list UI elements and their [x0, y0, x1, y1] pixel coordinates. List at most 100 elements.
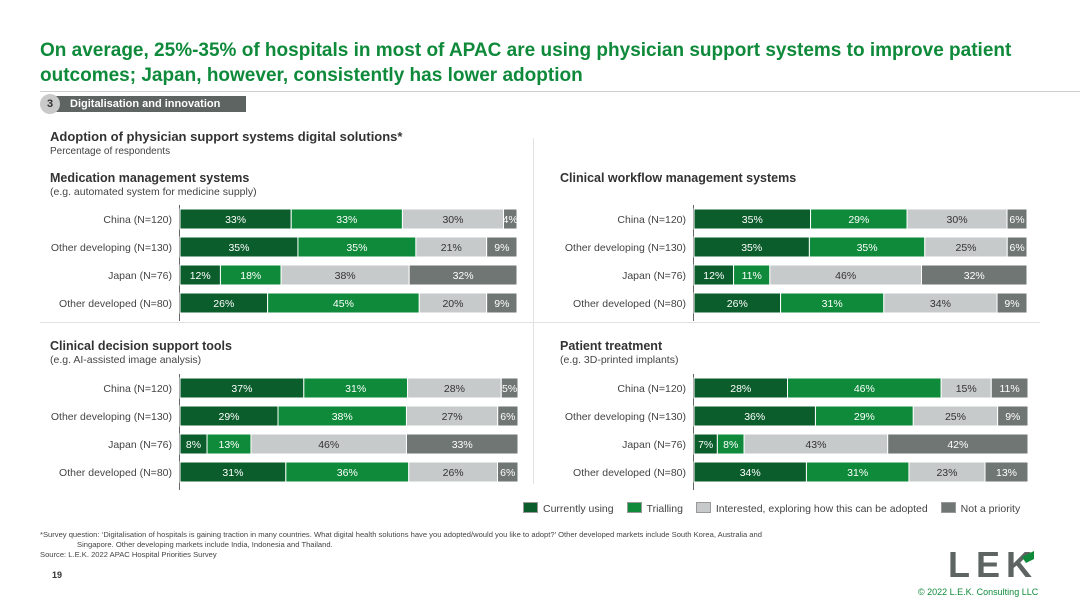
- legend-item-not-priority: Not a priority: [940, 502, 1021, 515]
- source-note: Source: L.E.K. 2022 APAC Hospital Priori…: [40, 550, 217, 559]
- data-label: 13%: [996, 467, 1017, 479]
- data-label: 38%: [332, 411, 353, 423]
- data-label: 9%: [1004, 298, 1019, 310]
- bar-segment: [990, 377, 1029, 399]
- data-label: 33%: [225, 214, 246, 226]
- data-label: 32%: [964, 270, 985, 282]
- panel-divider-vertical: [533, 138, 534, 484]
- data-label: 21%: [441, 242, 462, 254]
- data-label: 35%: [742, 214, 763, 226]
- data-label: 31%: [345, 383, 366, 395]
- legend-item-trialling: Trialling: [626, 502, 683, 515]
- bar-segment: [497, 461, 519, 483]
- data-label: 6%: [500, 467, 515, 479]
- bar-segment: [408, 264, 518, 286]
- data-label: 26%: [213, 298, 234, 310]
- footnote-markets: Singapore. Other developing markets incl…: [77, 540, 333, 549]
- panel-subtitle-decision: (e.g. AI-assisted image analysis): [50, 354, 202, 366]
- data-label: 6%: [1009, 214, 1024, 226]
- section-tag: 3 Digitalisation and innovation: [40, 94, 246, 114]
- panel-title-workflow: Clinical workflow management systems: [560, 171, 797, 185]
- category-label: China (N=120): [617, 214, 686, 226]
- data-label: 31%: [222, 467, 243, 479]
- panel-title-medication: Medication management systems: [50, 171, 250, 185]
- data-label: 20%: [442, 298, 463, 310]
- category-label: Other developed (N=80): [573, 298, 686, 310]
- data-label: 26%: [443, 467, 464, 479]
- category-label: Japan (N=76): [108, 439, 172, 451]
- data-label: 13%: [219, 439, 240, 451]
- legend-swatch-trialling: [626, 502, 642, 513]
- data-label: 6%: [500, 411, 515, 423]
- category-label: Other developing (N=130): [565, 411, 686, 423]
- data-label: 9%: [494, 298, 509, 310]
- section-label: Digitalisation and innovation: [50, 96, 246, 112]
- data-label: 8%: [723, 439, 738, 451]
- category-label: China (N=120): [617, 383, 686, 395]
- data-label: 36%: [744, 411, 765, 423]
- data-label: 34%: [930, 298, 951, 310]
- page-number: 19: [52, 570, 63, 580]
- chart-heading: Adoption of physician support systems di…: [50, 129, 403, 144]
- data-label: 15%: [956, 383, 977, 395]
- panel-divider-horizontal: [40, 322, 1040, 323]
- bar-segment: [486, 236, 518, 258]
- bar-segment: [996, 292, 1028, 314]
- data-label: 6%: [1010, 242, 1025, 254]
- data-label: 12%: [703, 270, 724, 282]
- data-label: 23%: [936, 467, 957, 479]
- data-label: 38%: [335, 270, 356, 282]
- category-label: Japan (N=76): [108, 270, 172, 282]
- data-label: 42%: [947, 439, 968, 451]
- data-label: 11%: [1000, 383, 1020, 395]
- data-label: 7%: [698, 439, 713, 451]
- data-label: 35%: [857, 242, 878, 254]
- data-label: 18%: [240, 270, 261, 282]
- data-label: 45%: [333, 298, 354, 310]
- data-label: 36%: [337, 467, 358, 479]
- chart-legend: Currently using Trialling Interested, ex…: [523, 502, 1030, 516]
- category-label: Other developing (N=130): [565, 242, 686, 254]
- footnote-survey-question: *Survey question: ‘Digitalisation of hos…: [40, 530, 762, 539]
- bar-segment: [1006, 208, 1028, 230]
- legend-label-trialling: Trialling: [646, 503, 683, 515]
- data-label: 31%: [822, 298, 843, 310]
- lek-logo-text: LEK: [948, 547, 1038, 581]
- data-label: 28%: [730, 383, 751, 395]
- data-label: 12%: [190, 270, 211, 282]
- bar-segment: [500, 377, 519, 399]
- data-label: 43%: [805, 439, 826, 451]
- panel-subtitle-medication: (e.g. automated system for medicine supp…: [50, 186, 257, 198]
- data-label: 26%: [727, 298, 748, 310]
- section-number: 3: [40, 94, 60, 114]
- lek-logo: LEK: [948, 547, 1038, 581]
- footnote: *Survey question: ‘Digitalisation of hos…: [40, 530, 940, 560]
- panel-title-treatment: Patient treatment: [560, 339, 663, 353]
- category-label: Japan (N=76): [622, 270, 686, 282]
- data-label: 25%: [945, 411, 966, 423]
- data-label: 35%: [741, 242, 762, 254]
- data-label: 9%: [494, 242, 509, 254]
- data-label: 31%: [847, 467, 868, 479]
- data-label: 46%: [318, 439, 339, 451]
- bar-segment: [997, 405, 1029, 427]
- legend-swatch-interested: [695, 502, 711, 513]
- title-divider: [40, 91, 1080, 92]
- data-label: 33%: [452, 439, 473, 451]
- data-label: 11%: [742, 270, 762, 282]
- data-label: 27%: [442, 411, 463, 423]
- data-label: 32%: [453, 270, 474, 282]
- category-label: Other developed (N=80): [573, 467, 686, 479]
- data-label: 29%: [854, 411, 875, 423]
- legend-label-currently: Currently using: [543, 503, 614, 515]
- legend-swatch-not-priority: [940, 502, 956, 513]
- data-label: 29%: [848, 214, 869, 226]
- bar-segment: [503, 208, 518, 230]
- category-label: Other developed (N=80): [59, 467, 172, 479]
- data-label: 35%: [228, 242, 249, 254]
- data-label: 29%: [219, 411, 240, 423]
- legend-label-not-priority: Not a priority: [960, 503, 1021, 515]
- legend-item-currently: Currently using: [523, 502, 614, 515]
- data-label: 37%: [231, 383, 252, 395]
